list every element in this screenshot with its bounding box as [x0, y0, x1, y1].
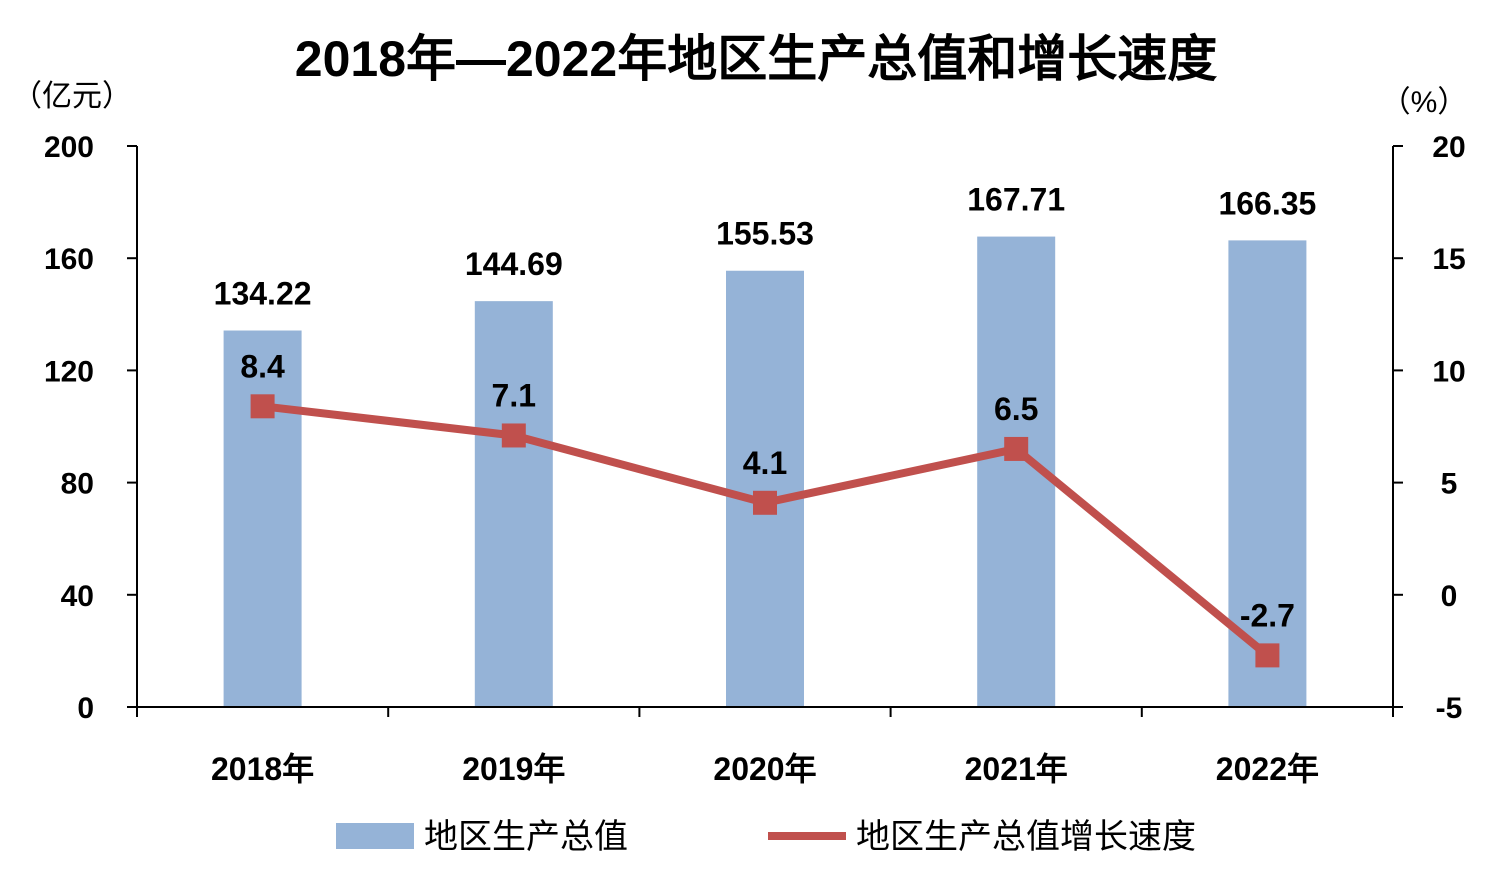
legend: 地区生产总值 地区生产总值增长速度: [336, 818, 1196, 856]
right-tick-label-5: 15: [1432, 243, 1465, 276]
growth-point-2: [501, 423, 526, 448]
left-tick-label-4: 120: [44, 355, 94, 388]
growth-point-1: [250, 394, 275, 419]
growth-data-label-4: 6.5: [994, 391, 1038, 427]
bar-2: [474, 301, 553, 707]
growth-data-label-3: 4.1: [743, 445, 787, 481]
legend-bar-label: 地区生产总值: [424, 818, 628, 856]
right-axis-unit: （%）: [1381, 86, 1468, 119]
growth-data-label-5: -2.7: [1240, 597, 1295, 633]
x-tick-label-4: 2021年: [965, 751, 1068, 787]
growth-point-4: [1004, 436, 1029, 461]
bar-3: [726, 270, 804, 707]
plot-area: 0 40 80 120 160 200 -5 0 5 10 15 20 2018年 2019年 2020年 2…: [44, 131, 1466, 787]
bar-data-label-3: 155.53: [716, 216, 814, 252]
right-tick-label-3: 5: [1441, 468, 1458, 501]
growth-data-label-1: 8.4: [240, 348, 285, 384]
right-tick-label-1: -5: [1436, 692, 1463, 725]
x-tick-label-2: 2019年: [462, 751, 565, 787]
x-tick-label-5: 2022年: [1216, 751, 1319, 787]
growth-point-3: [753, 490, 777, 515]
left-tick-label-1: 0: [77, 692, 94, 725]
bar-data-label-2: 144.69: [465, 246, 563, 282]
right-tick-label-4: 10: [1432, 355, 1465, 388]
growth-point-5: [1255, 643, 1280, 668]
legend-bar-swatch: [336, 823, 414, 849]
x-tick-label-3: 2020年: [713, 751, 816, 787]
right-tick-label-2: 0: [1441, 580, 1458, 613]
left-tick-label-6: 200: [44, 131, 94, 164]
legend-line-label: 地区生产总值增长速度: [856, 818, 1196, 856]
left-tick-label-5: 160: [44, 243, 94, 276]
bar-data-label-1: 134.22: [214, 276, 312, 312]
bar-data-label-4: 167.71: [967, 182, 1065, 218]
chart-title: 2018年—2022年地区生产总值和增长速度: [295, 31, 1217, 87]
bar-data-label-5: 166.35: [1218, 185, 1316, 221]
left-tick-label-2: 40: [61, 580, 94, 613]
bar-1: [223, 330, 302, 707]
right-tick-label-6: 20: [1432, 131, 1465, 164]
x-tick-label-1: 2018年: [211, 751, 314, 787]
left-axis-unit: （亿元）: [12, 80, 132, 113]
growth-data-label-2: 7.1: [492, 377, 536, 413]
left-tick-label-3: 80: [61, 468, 94, 501]
